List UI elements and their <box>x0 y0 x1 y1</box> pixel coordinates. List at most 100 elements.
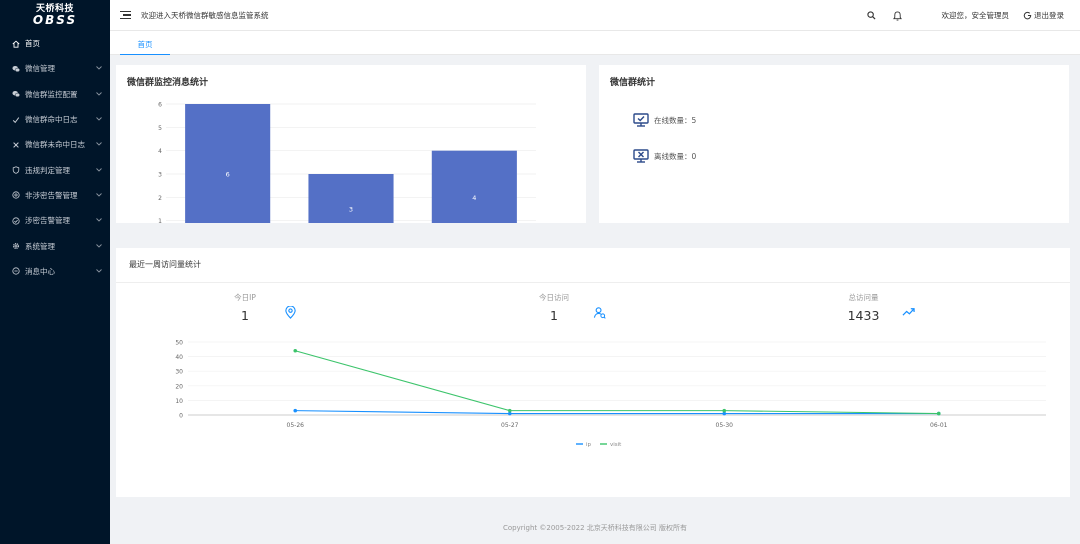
kpi-today-ip: 今日IP 1 <box>225 292 265 323</box>
online-value: 5 <box>691 115 697 125</box>
data-point-ip <box>293 408 298 413</box>
group-card-title: 微信群统计 <box>610 78 656 88</box>
chevron-down-icon <box>96 91 102 98</box>
online-stat: 在线数量： 5 <box>633 113 696 127</box>
kpi-label: 今日IP <box>234 293 256 302</box>
data-point-ip <box>722 411 727 416</box>
divider <box>116 282 1070 283</box>
kpi-today-visits: 今日访问 1 <box>529 292 579 323</box>
x-tick-label: 06-01 <box>930 422 948 429</box>
user-greeting[interactable]: 欢迎您，安全管理员 <box>941 11 1010 20</box>
monitor-check-icon <box>633 113 649 127</box>
bar-value-label: 3 <box>349 206 353 214</box>
chevron-down-icon <box>96 116 102 123</box>
sidebar-item-3[interactable]: 微信群监控配置 <box>0 82 110 107</box>
check-icon <box>12 116 20 124</box>
sidebar-item-label: 微信群未命中日志 <box>25 140 85 150</box>
chevron-down-icon <box>96 167 102 174</box>
sidebar-item-label: 微信管理 <box>25 64 55 74</box>
chevron-down-icon <box>96 65 102 72</box>
offline-label: 离线数量： <box>654 151 692 161</box>
y-tick-label: 40 <box>175 354 183 361</box>
logo-text-top: 天桥科技 <box>35 4 74 14</box>
legend-label: ip <box>586 442 592 448</box>
legend-label: visit <box>610 442 622 448</box>
sidebar-item-label: 消息中心 <box>25 266 55 276</box>
close-icon <box>12 141 20 149</box>
sidebar-item-label: 非涉密告警管理 <box>25 190 78 200</box>
bar <box>185 104 271 223</box>
sidebar-item-label: 首页 <box>25 39 40 49</box>
sidebar-item-8[interactable]: 涉密告警管理 <box>0 208 110 233</box>
y-tick-label: 3 <box>158 172 162 179</box>
bar-value-label: 4 <box>472 194 476 202</box>
sidebar-item-2[interactable]: 微信管理 <box>0 56 110 81</box>
x-tick-label: 05-26 <box>287 422 305 429</box>
sidebar-item-label: 微信群监控配置 <box>25 89 78 99</box>
offline-value: 0 <box>691 151 697 161</box>
kpi-value: 1433 <box>847 308 880 323</box>
check-circle-icon <box>12 217 20 225</box>
logout-label: 退出登录 <box>1034 11 1064 20</box>
sidebar-item-4[interactable]: 微信群命中日志 <box>0 107 110 132</box>
users-icon <box>593 307 606 319</box>
chevron-down-icon <box>96 192 102 199</box>
wechat-icon <box>12 90 20 98</box>
tab-bar: 首页 <box>110 31 1080 55</box>
sidebar-item-7[interactable]: 非涉密告警管理 <box>0 183 110 208</box>
kpi-value: 1 <box>241 308 249 323</box>
y-tick-label: 2 <box>158 195 162 202</box>
system-welcome-text: 欢迎进入天桥微信群敏感信息监管系统 <box>141 10 269 20</box>
weekly-visits-card: 最近一周访问量统计 今日IP 1 今日访问 1 总访问量 1433 0 10 20 3… <box>116 248 1070 497</box>
monitor-message-card: 微信群监控消息统计 01234566文字消息3图片消息4文件消息 <box>116 65 586 223</box>
sidebar-item-1[interactable]: 首页 <box>0 31 110 56</box>
data-point-visit <box>936 411 941 416</box>
kpi-label: 今日访问 <box>539 293 569 302</box>
kpi-label: 总访问量 <box>848 293 879 302</box>
sidebar-item-label: 涉密告警管理 <box>25 216 70 226</box>
monitor-card-title: 微信群监控消息统计 <box>127 78 209 88</box>
sidebar-item-label: 系统管理 <box>25 241 55 251</box>
series-line-ip <box>295 410 939 415</box>
kpi-total-visits: 总访问量 1433 <box>841 292 886 323</box>
chevron-down-icon <box>96 268 102 275</box>
visits-card-title: 最近一周访问量统计 <box>129 260 201 269</box>
kpi-value: 1 <box>550 308 558 323</box>
chevron-down-icon <box>96 217 102 224</box>
online-label: 在线数量： <box>654 115 692 125</box>
sidebar-item-10[interactable]: 消息中心 <box>0 259 110 284</box>
monitor-x-icon <box>633 149 649 163</box>
footer-copyright: Copyright ©2005-2022 北京天桥科技有限公司 版权所有 <box>502 524 688 532</box>
message-bar-chart: 01234566文字消息3图片消息4文件消息 <box>158 102 536 223</box>
y-tick-label: 0 <box>179 413 183 420</box>
y-tick-label: 4 <box>158 148 162 155</box>
chevron-down-icon <box>96 141 102 148</box>
sidebar-item-6[interactable]: 违规判定管理 <box>0 157 110 182</box>
trend-up-icon <box>902 308 915 316</box>
tab-home[interactable]: 首页 <box>120 34 170 55</box>
x-tick-label: 05-30 <box>716 422 734 429</box>
home-icon <box>12 40 20 48</box>
data-point-visit <box>507 408 512 413</box>
sidebar-menu: 首页微信管理微信群监控配置微信群命中日志微信群未命中日志 违规判定管理 非涉密告警管… <box>0 31 110 284</box>
message-circle-icon <box>12 267 20 275</box>
y-tick-label: 50 <box>175 340 183 347</box>
bell-icon[interactable] <box>892 10 904 22</box>
group-stats-card: 微信群统计 在线数量： 5 离线数量： 0 <box>599 65 1069 223</box>
location-pin-icon <box>285 306 296 319</box>
y-tick-label: 5 <box>158 125 162 132</box>
y-tick-label: 30 <box>175 369 183 376</box>
y-tick-label: 1 <box>158 218 162 223</box>
sidebar-item-label: 违规判定管理 <box>25 165 70 175</box>
sidebar-item-9[interactable]: 系统管理 <box>0 233 110 258</box>
logo-text-bottom: OBSS <box>32 13 78 27</box>
sidebar-item-5[interactable]: 微信群未命中日志 <box>0 132 110 157</box>
x-tick-label: 05-27 <box>501 422 519 429</box>
menu-toggle-icon[interactable] <box>120 10 131 20</box>
data-point-visit <box>293 348 298 353</box>
search-icon[interactable] <box>866 10 878 22</box>
y-tick-label: 20 <box>175 383 183 390</box>
y-tick-label: 6 <box>158 102 162 109</box>
shield-icon <box>12 166 20 174</box>
logout-button[interactable]: 退出登录 <box>1023 10 1064 21</box>
